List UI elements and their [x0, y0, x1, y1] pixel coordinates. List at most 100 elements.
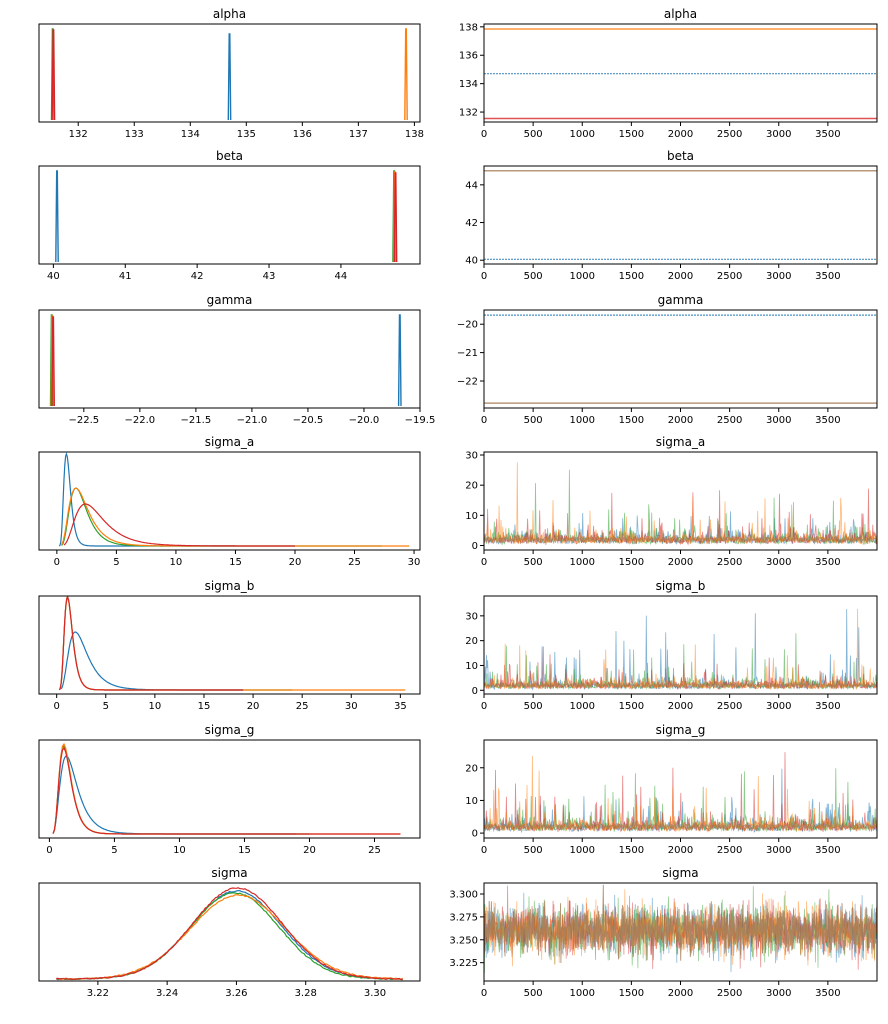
sigma_g-density-xtick-label: 20: [303, 845, 316, 856]
alpha-trace-panel: alpha 0 500 1000 1500 2000 2500 3000 3500 132 134 1…: [459, 7, 878, 140]
gamma-density-title: gamma: [207, 293, 253, 307]
sigma_g-density-plot-area: [52, 742, 401, 835]
sigma-trace-xtick-label: 500: [524, 988, 543, 999]
gamma-trace-ytick-label: −22: [457, 377, 478, 388]
sigma-trace-ytick-label: 3.300: [449, 889, 478, 900]
sigma-density-axes-frame: [38, 882, 421, 982]
sigma_a-density-panel: sigma_a 0 5 10 15 20 25 30: [38, 435, 421, 568]
alpha-trace-xtick-label: 0: [481, 129, 487, 140]
sigma_b-trace-xtick-label: 3500: [815, 701, 840, 712]
sigma_g-density-curve: [52, 746, 401, 835]
sigma_b-trace-axes-frame: [483, 595, 878, 695]
alpha-trace-xtick-label: 1500: [619, 129, 644, 140]
gamma-trace-xtick-label: 1500: [619, 415, 644, 426]
gamma-trace-title: gamma: [658, 293, 704, 307]
sigma_b-trace-xtick-label: 1000: [570, 701, 595, 712]
sigma-trace-title: sigma: [662, 866, 698, 880]
beta-trace-panel: beta 0 500 1000 1500 2000 2500 3000 3500 40 42 44: [465, 149, 878, 282]
sigma-trace-plot-area: [484, 884, 877, 973]
beta-density-panel: beta 40 41 42 43 44: [38, 149, 421, 282]
alpha-trace-xtick-label: 1000: [570, 129, 595, 140]
alpha-trace-title: alpha: [664, 7, 697, 21]
sigma_g-density-xtick-label: 5: [111, 845, 117, 856]
sigma-trace-xtick-label: 3500: [815, 988, 840, 999]
sigma_a-trace-ytick-label: 20: [465, 481, 478, 492]
beta-trace-xtick-label: 3000: [766, 271, 791, 282]
sigma_a-density-xtick-label: 30: [408, 557, 421, 568]
sigma_g-density-curve: [52, 742, 401, 835]
sigma_g-density-panel: sigma_g 0 5 10 15 20 25: [38, 723, 421, 856]
gamma-trace-xtick-label: 3000: [766, 415, 791, 426]
beta-trace-xtick-label: 3500: [815, 271, 840, 282]
beta-density-xtick-label: 40: [47, 271, 60, 282]
sigma_g-density-title: sigma_g: [205, 723, 255, 737]
sigma_b-trace-xtick-label: 0: [481, 701, 487, 712]
sigma_b-trace-ytick-label: 30: [465, 611, 478, 622]
sigma_a-trace-plot-area: [484, 462, 877, 546]
beta-trace-xtick-label: 2500: [717, 271, 742, 282]
sigma_a-trace-xtick-label: 500: [524, 557, 543, 568]
sigma-trace-ytick-label: 3.250: [449, 935, 478, 946]
alpha-trace-plot-area: [484, 28, 877, 120]
sigma_g-trace-xtick-label: 0: [481, 845, 487, 856]
sigma-density-curve: [56, 894, 403, 981]
sigma_a-density-curve: [58, 452, 236, 547]
sigma_b-density-xtick-label: 20: [247, 701, 260, 712]
alpha-density-curve: [404, 28, 408, 121]
sigma_a-density-xtick-label: 15: [229, 557, 242, 568]
beta-density-plot-area: [55, 170, 398, 263]
sigma-density-xtick-label: 3.30: [364, 988, 386, 999]
beta-trace-xtick-label: 2000: [668, 271, 693, 282]
sigma_g-density-xtick-label: 10: [173, 845, 186, 856]
sigma_a-density-xtick-label: 10: [170, 557, 183, 568]
sigma-density-xtick-label: 3.24: [156, 988, 178, 999]
gamma-density-xtick-label: −21.5: [181, 415, 212, 426]
sigma_g-trace-ytick-label: 10: [465, 796, 478, 807]
sigma_b-trace-panel: sigma_b 0 500 1000 1500 2000 2500 3000 3500 0 10 20…: [465, 579, 878, 712]
alpha-trace-ytick-label: 138: [459, 22, 478, 33]
sigma_a-density-curve: [63, 503, 295, 547]
alpha-density-xtick-label: 137: [349, 129, 368, 140]
beta-trace-xtick-label: 500: [524, 271, 543, 282]
gamma-density-xtick-label: −21.0: [237, 415, 268, 426]
beta-trace-xtick-label: 1000: [570, 271, 595, 282]
sigma_b-density-xtick-label: 0: [53, 701, 59, 712]
sigma_a-density-xtick-label: 5: [113, 557, 119, 568]
sigma_g-density-axes-frame: [38, 739, 421, 839]
sigma_a-trace-ytick-label: 30: [465, 451, 478, 462]
sigma_g-trace-plot-area: [484, 752, 877, 834]
alpha-trace-xtick-label: 3500: [815, 129, 840, 140]
sigma_a-trace-xtick-label: 3000: [766, 557, 791, 568]
sigma_a-density-curve: [61, 487, 382, 547]
sigma_a-trace-axes-frame: [483, 451, 878, 551]
sigma_a-trace-title: sigma_a: [656, 435, 706, 449]
sigma-density-curve: [56, 889, 403, 981]
sigma_a-density-curve: [61, 487, 410, 547]
sigma_a-trace-xtick-label: 0: [481, 557, 487, 568]
sigma_a-density-xtick-label: 25: [348, 557, 361, 568]
sigma_b-trace-xtick-label: 500: [524, 701, 543, 712]
sigma-density-plot-area: [56, 887, 403, 981]
sigma_b-trace-plot-area: [484, 608, 877, 691]
sigma_g-density-curve: [53, 755, 297, 835]
sigma_a-trace-xtick-label: 2000: [668, 557, 693, 568]
beta-density-xtick-label: 41: [119, 271, 132, 282]
sigma_g-trace-panel: sigma_g 0 500 1000 1500 2000 2500 3000 3500 0 10 20: [465, 723, 878, 856]
sigma-density-xtick-label: 3.22: [87, 988, 109, 999]
sigma_b-density-panel: sigma_b 0 5 10 15 20 25 30 35: [38, 579, 421, 712]
sigma_b-trace-xtick-label: 3000: [766, 701, 791, 712]
sigma_a-trace-panel: sigma_a 0 500 1000 1500 2000 2500 3000 3500 0 10 20…: [465, 435, 878, 568]
sigma_b-trace-ytick-label: 10: [465, 661, 478, 672]
gamma-trace-xtick-label: 2000: [668, 415, 693, 426]
gamma-trace-xtick-label: 500: [524, 415, 543, 426]
sigma_g-trace-xtick-label: 500: [524, 845, 543, 856]
gamma-density-plot-area: [49, 314, 402, 407]
sigma_a-trace-ytick-label: 10: [465, 511, 478, 522]
sigma_b-trace-xtick-label: 2000: [668, 701, 693, 712]
sigma_b-trace-title: sigma_b: [656, 579, 706, 593]
alpha-trace-xtick-label: 500: [524, 129, 543, 140]
alpha-trace-axes-frame: [483, 23, 878, 123]
alpha-density-xtick-label: 132: [69, 129, 88, 140]
alpha-density-plot-area: [50, 28, 408, 121]
